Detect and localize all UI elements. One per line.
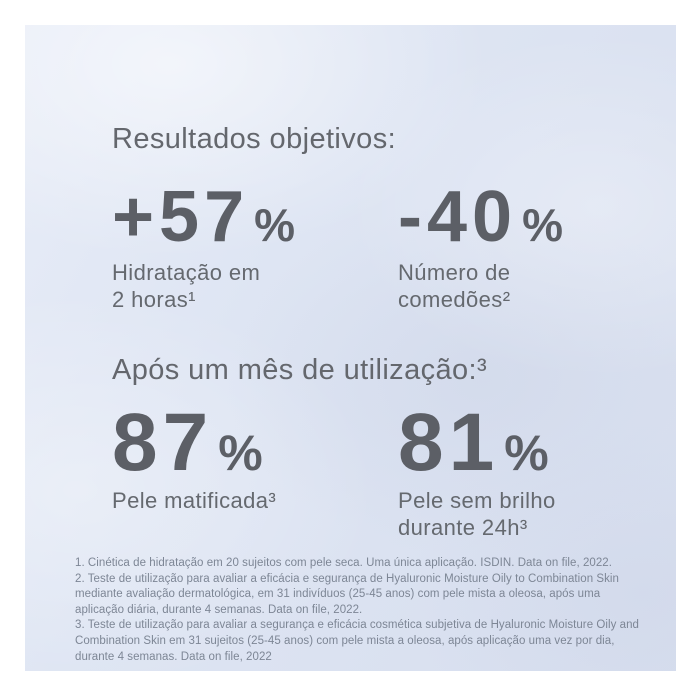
footnote-line: mediante avaliação dermatológica, em 31 …	[75, 588, 601, 601]
stat-no-shine-label: Pele sem brilho durante 24h³	[398, 487, 556, 541]
stat-hydration-value: +57%	[112, 181, 295, 253]
stat-label-line: Pele sem brilho	[398, 488, 556, 513]
footnote-line: Combination Skin em 31 sujeitos (25-45 a…	[75, 634, 615, 647]
footnotes: 1. Cinética de hidratação em 20 sujeitos…	[75, 556, 639, 665]
stat-no-shine: 81% Pele sem brilho durante 24h³	[398, 402, 556, 541]
percent-sign: %	[522, 199, 563, 251]
stat-comedones-value: -40%	[398, 181, 563, 253]
percent-sign: %	[504, 425, 549, 481]
stat-hydration-number: +57	[112, 177, 250, 257]
after-month-heading: Após um mês de utilização:³	[112, 354, 488, 386]
background-panel: Resultados objetivos: +57% Hidratação em…	[25, 25, 676, 671]
stat-label-line: comedões²	[398, 287, 511, 312]
percent-sign: %	[254, 199, 296, 251]
footnote-line: 2. Teste de utilização para avaliar a ef…	[75, 572, 619, 585]
stat-label-line: Número de	[398, 260, 511, 285]
footnote-line: aplicação diária, durante 4 semanas. Dat…	[75, 603, 363, 616]
stat-comedones-number: -40	[398, 177, 518, 257]
stat-hydration-label: Hidratação em 2 horas¹	[112, 259, 295, 313]
stat-mattified-value: 87%	[112, 402, 276, 484]
stat-label-line: durante 24h³	[398, 515, 528, 540]
footnote-line: 1. Cinética de hidratação em 20 sujeitos…	[75, 557, 612, 569]
stat-no-shine-number: 81	[398, 397, 500, 488]
stat-mattified: 87% Pele matificada³	[112, 402, 276, 514]
stat-label-line: Pele matificada³	[112, 488, 277, 513]
stat-mattified-label: Pele matificada³	[112, 487, 276, 514]
stat-mattified-number: 87	[112, 397, 214, 488]
footnote-line: durante 4 semanas. Data on file, 2022	[75, 650, 272, 663]
stat-no-shine-value: 81%	[398, 402, 556, 484]
footnote-line: 3. Teste de utilização para avaliar a se…	[75, 619, 639, 632]
percent-sign: %	[218, 425, 263, 481]
results-heading: Resultados objetivos:	[112, 123, 397, 155]
stat-label-line: Hidratação em	[112, 260, 261, 285]
stat-comedones: -40% Número de comedões²	[398, 181, 563, 313]
stat-comedones-label: Número de comedões²	[398, 259, 563, 313]
stat-label-line: 2 horas¹	[112, 287, 196, 312]
stat-hydration: +57% Hidratação em 2 horas¹	[112, 181, 295, 313]
